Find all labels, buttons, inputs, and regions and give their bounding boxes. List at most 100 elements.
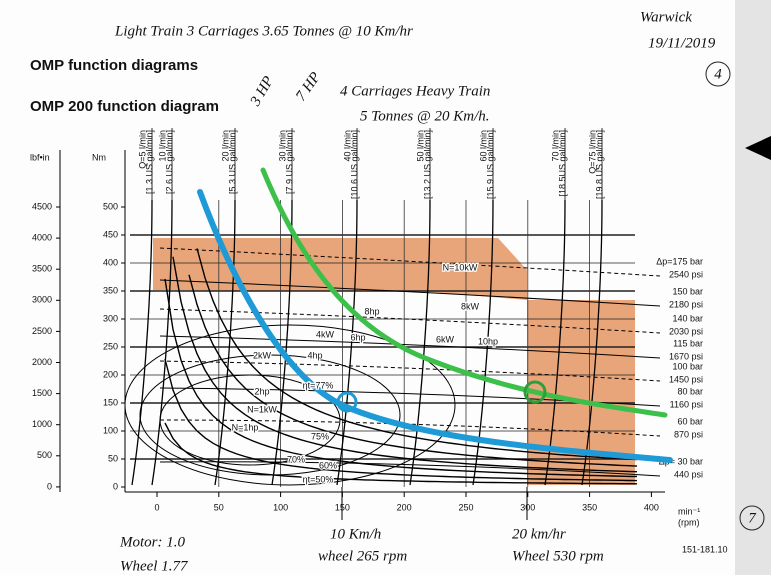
heading: OMP function diagrams [30,57,198,74]
power-label: 70% [287,454,305,464]
power-label: 60% [319,460,337,470]
y-tick-label: 1000 [32,419,52,429]
flow-label: [18.5US gal/min] [557,130,567,197]
power-curve [164,278,638,478]
flow-label: 30 l/min [277,130,287,162]
flow-curve [472,199,494,486]
power-label: ηt=77% [303,380,334,390]
flow-curve [151,199,173,486]
power-label: 2kW [253,350,272,360]
marker [336,391,358,413]
y-tick-label: 0 [113,481,118,491]
power-label: 8hp [364,306,379,316]
pressure-curve [159,461,661,477]
power-curve [196,248,638,461]
pressure-label: 1670 psi [669,351,703,361]
flow-curve [131,199,153,486]
pressure-curve [159,360,661,382]
efficiency-curve [139,354,401,476]
y-tick-label: 50 [108,453,118,463]
marker [523,380,547,404]
circle [705,61,731,87]
y-tick-label: 3500 [32,264,52,274]
note: 4 Carriages Heavy Train [340,83,490,99]
power-label: ηt=50% [303,474,334,484]
y-tick-label: 0 [47,481,52,491]
flow-label: 10 l/min [157,130,167,162]
y-tick-label: 150 [103,397,118,407]
code: 151-181.10 [682,544,728,554]
flow-label: Q=5 l/min [137,130,147,169]
flow-label: 20 l/min [220,130,230,162]
shaded-area [153,238,527,300]
note: 5 Tonnes @ 20 Km/h. [360,108,490,124]
flow-label: [10.6 US gal/min] [349,130,359,199]
power-label: 6hp [350,332,365,342]
axis-unit: Nm [92,152,106,162]
plot [124,128,661,487]
note: 4 [714,66,722,82]
pressure-label: 80 bar [677,386,703,396]
x-tick-label: 300 [520,502,535,512]
pressure-label: Δp= 30 bar [659,456,703,466]
flow-label: [7.9 US gal/min] [284,130,294,194]
power-curve [188,274,638,467]
note: Wheel 1.77 [120,558,189,574]
y-tick-label: 100 [103,425,118,435]
axis-unit: (rpm) [678,517,700,527]
pressure-label: 140 bar [672,313,703,323]
power-label: 6kW [436,334,455,344]
power-label: 75% [311,431,329,441]
y-tick-label: 500 [37,450,52,460]
x-tick-label: 0 [154,502,159,512]
pressure-curve [159,308,661,334]
flow-curve [581,199,603,486]
flow-label: 60 l/min [478,130,488,162]
y-tick-label: 4500 [32,201,52,211]
note: Warwick [640,9,692,25]
flow-label: 50 l/min [415,130,425,162]
flow-label: [19.8 US gal/min] [594,130,604,199]
pointer-arrow [745,136,771,160]
note: 7 [748,510,757,526]
y-tick-label: 400 [103,257,118,267]
pressure-label: 2180 psi [669,299,703,309]
flow-label: [2.6 US gal/min] [164,130,174,194]
x-tick-label: 250 [458,502,473,512]
power-label: N=1kW [247,404,277,414]
power-label: 8kW [461,301,480,311]
y-tick-label: 300 [103,313,118,323]
power-curve [164,358,638,482]
speed-curve [260,167,668,418]
x-tick-label: 200 [397,502,412,512]
flow-label: [13.2 US gal/min] [422,130,432,199]
pressure-label: Δp=175 bar [656,256,703,266]
flow-label: [5.3 US gal/min] [227,130,237,194]
y-tick-label: 500 [103,201,118,211]
note: Motor: 1.0 [119,534,185,550]
note: 19/11/2019 [648,35,716,51]
pressure-label: 150 bar [672,286,703,296]
pressure-label: 60 bar [677,416,703,426]
flow-label: 70 l/min [550,130,560,162]
axis-unit: lbf•in [30,152,50,162]
heading: OMP 200 function diagram [30,98,219,115]
x-tick-label: 350 [582,502,597,512]
circle [739,505,765,531]
y-tick-label: 3000 [32,295,52,305]
power-label: 4hp [307,350,322,360]
y-tick-label: 200 [103,369,118,379]
pressure-label: 1450 psi [669,374,703,384]
power-curve [164,422,638,485]
page-edge [735,0,771,575]
power-label: 4kW [316,329,335,339]
y-tick-label: 2000 [32,357,52,367]
pressure-label: 2030 psi [669,326,703,336]
power-label: N=1hp [232,422,259,432]
flow-label: [1.3 US gal/min] [144,130,154,194]
flow-curve [214,199,236,486]
y-tick-label: 350 [103,285,118,295]
note: 10 Km/h [330,526,381,542]
pressure-label: 115 bar [673,338,703,348]
